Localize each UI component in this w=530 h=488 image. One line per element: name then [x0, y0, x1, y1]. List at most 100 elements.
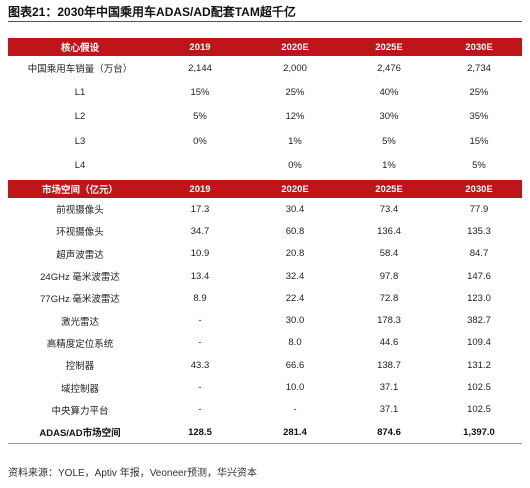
cell: 8.0: [288, 337, 302, 349]
row-label: 超声波雷达: [56, 249, 104, 261]
cell: 10.9: [190, 248, 210, 260]
cell: 147.6: [467, 270, 491, 282]
cell: 44.6: [379, 337, 399, 349]
cell: 15%: [190, 86, 210, 98]
cell: 13.4: [190, 270, 210, 282]
cell: [152, 153, 248, 177]
cell: 22.4: [285, 292, 305, 304]
total-label: ADAS/AD市场空间: [8, 420, 152, 445]
row-label: 高精度定位系统: [46, 338, 114, 350]
cell: 2,476: [377, 62, 401, 74]
cell: 25%: [285, 86, 305, 98]
cell: 5%: [382, 135, 396, 147]
table-row: 域控制器 - 10.0 37.1 102.5: [8, 376, 522, 398]
table-row: L4 0% 1% 5%: [8, 153, 522, 177]
cell: 5%: [472, 159, 486, 171]
cell: -: [198, 382, 202, 394]
table-row: L3 0% 1% 5% 15%: [8, 129, 522, 153]
cell: -: [198, 337, 202, 349]
cell: 17.3: [190, 203, 210, 215]
cell: 8.9: [193, 292, 207, 304]
market-size-table: 市场空间（亿元） 2019 2020E 2025E 2030E 前视摄像头 17…: [8, 180, 522, 445]
cell: 32.4: [285, 270, 305, 282]
cell: 30.0: [285, 315, 305, 327]
total-cell: 1,397.0: [436, 420, 522, 445]
cell: -: [293, 404, 297, 416]
header-cell: 2030E: [436, 180, 522, 198]
assumptions-table: 核心假设 2019 2020E 2025E 2030E 中国乘用车销量（万台） …: [8, 38, 522, 177]
row-label: L2: [74, 111, 86, 123]
cell: 1%: [382, 159, 396, 171]
cell: 37.1: [379, 404, 399, 416]
table-row: 前视摄像头 17.3 30.4 73.4 77.9: [8, 198, 522, 220]
header-cell: 2020E: [248, 180, 342, 198]
row-label: 激光雷达: [60, 316, 99, 328]
cell: 58.4: [379, 248, 399, 260]
total-row: ADAS/AD市场空间 128.5 281.4 874.6 1,397.0: [8, 420, 522, 445]
row-label: 24GHz 毫米波雷达: [40, 272, 120, 284]
cell: 136.4: [377, 225, 401, 237]
cell: 0%: [288, 159, 302, 171]
cell: 102.5: [467, 404, 491, 416]
header-cell: 2019: [152, 180, 248, 198]
cell: 72.8: [379, 292, 399, 304]
cell: 30.4: [285, 203, 305, 215]
header-cell: 2025E: [342, 38, 436, 56]
header-cell: 2019: [152, 38, 248, 56]
cell: 109.4: [467, 337, 491, 349]
row-label: 中央算力平台: [51, 405, 109, 417]
header-cell: 2030E: [436, 38, 522, 56]
row-label: L4: [74, 159, 86, 171]
row-label: 前视摄像头: [56, 205, 104, 217]
total-cell: 128.5: [152, 420, 248, 445]
table-row: L1 15% 25% 40% 25%: [8, 80, 522, 104]
table-row: L2 5% 12% 30% 35%: [8, 105, 522, 129]
cell: 34.7: [190, 225, 210, 237]
cell: 37.1: [379, 382, 399, 394]
cell: 25%: [469, 86, 489, 98]
cell: 60.8: [285, 225, 305, 237]
cell: 0%: [193, 135, 207, 147]
cell: 43.3: [190, 359, 210, 371]
cell: 2,144: [188, 62, 212, 74]
cell: 77.9: [469, 203, 489, 215]
cell: 15%: [469, 135, 489, 147]
source-note: 资料来源：YOLE，Aptiv 年报，Veoneer预测，华兴资本: [8, 468, 257, 479]
figure-title: 图表21：2030年中国乘用车ADAS/AD配套TAM超千亿: [8, 5, 296, 19]
cell: 138.7: [377, 359, 401, 371]
cell: 20.8: [285, 248, 305, 260]
row-label: L1: [74, 86, 86, 98]
cell: 382.7: [467, 315, 491, 327]
total-cell: 874.6: [342, 420, 436, 445]
cell: 73.4: [379, 203, 399, 215]
cell: 35%: [469, 111, 489, 123]
total-cell: 281.4: [248, 420, 342, 445]
row-label: 中国乘用车销量（万台）: [27, 64, 133, 76]
cell: 102.5: [467, 382, 491, 394]
table-row: 中央算力平台 - - 37.1 102.5: [8, 399, 522, 421]
cell: -: [198, 404, 202, 416]
table-row: 中国乘用车销量（万台） 2,144 2,000 2,476 2,734: [8, 56, 522, 80]
table-row: 环视摄像头 34.7 60.8 136.4 135.3: [8, 220, 522, 242]
header-cell: 核心假设: [8, 38, 152, 56]
cell: 40%: [379, 86, 399, 98]
cell: 135.3: [467, 225, 491, 237]
cell: 12%: [285, 111, 305, 123]
row-label: 环视摄像头: [56, 227, 104, 239]
header-cell: 市场空间（亿元）: [8, 180, 152, 198]
cell: 131.2: [467, 359, 491, 371]
cell: 2,734: [467, 62, 491, 74]
row-label: 域控制器: [60, 383, 99, 395]
title-divider: [8, 21, 522, 22]
table-row: 超声波雷达 10.9 20.8 58.4 84.7: [8, 243, 522, 265]
cell: 1%: [288, 135, 302, 147]
cell: 123.0: [467, 292, 491, 304]
cell: 5%: [193, 111, 207, 123]
cell: 84.7: [469, 248, 489, 260]
cell: 30%: [379, 111, 399, 123]
assumptions-header-row: 核心假设 2019 2020E 2025E 2030E: [8, 38, 522, 56]
table-row: 控制器 43.3 66.6 138.7 131.2: [8, 354, 522, 376]
row-label: L3: [74, 135, 86, 147]
table-row: 77GHz 毫米波雷达 8.9 22.4 72.8 123.0: [8, 287, 522, 309]
row-label: 控制器: [65, 361, 95, 373]
